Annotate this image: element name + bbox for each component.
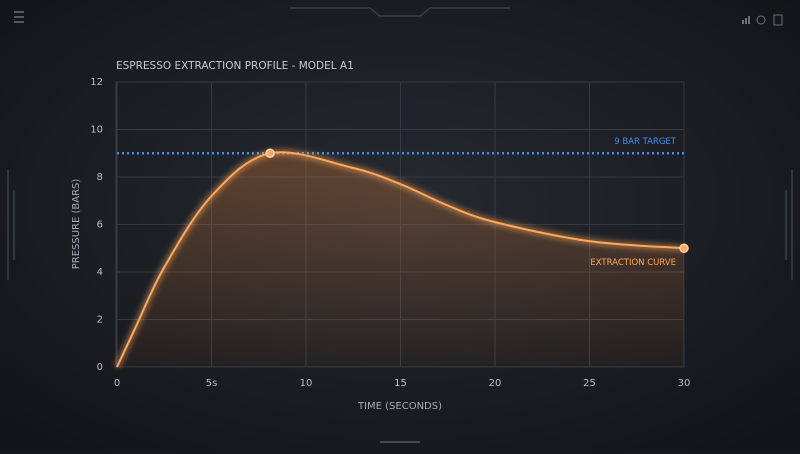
y-axis-label: PRESSURE (BARS) xyxy=(71,179,82,270)
x-tick-label: 0 xyxy=(114,378,120,389)
x-tick-label: 20 xyxy=(489,378,502,389)
x-tick-label: 5s xyxy=(206,378,218,389)
y-tick-label: 8 xyxy=(97,172,103,183)
x-axis-label: TIME (SECONDS) xyxy=(357,401,442,412)
y-tick-label: 10 xyxy=(90,125,103,136)
status-icons xyxy=(742,14,783,26)
y-tick-label: 12 xyxy=(90,77,103,88)
hud-frame xyxy=(7,7,793,443)
x-tick-label: 15 xyxy=(394,378,407,389)
target-label: 9 BAR TARGET xyxy=(614,137,677,147)
x-tick-label: 30 xyxy=(678,378,691,389)
y-tick-label: 2 xyxy=(97,315,103,326)
y-tick-label: 4 xyxy=(97,267,103,278)
x-tick-label: 25 xyxy=(583,378,596,389)
series-label: EXTRACTION CURVE xyxy=(590,258,676,268)
y-tick-label: 0 xyxy=(97,362,103,373)
x-tick-label: 10 xyxy=(300,378,313,389)
point xyxy=(265,148,275,158)
line xyxy=(116,151,685,368)
chart-title: ESPRESSO EXTRACTION PROFILE - MODEL A1 xyxy=(116,60,354,72)
area-fill xyxy=(117,152,684,367)
point xyxy=(679,243,689,253)
y-tick-label: 6 xyxy=(97,220,103,231)
